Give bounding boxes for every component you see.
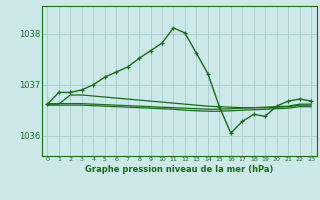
X-axis label: Graphe pression niveau de la mer (hPa): Graphe pression niveau de la mer (hPa): [85, 165, 273, 174]
